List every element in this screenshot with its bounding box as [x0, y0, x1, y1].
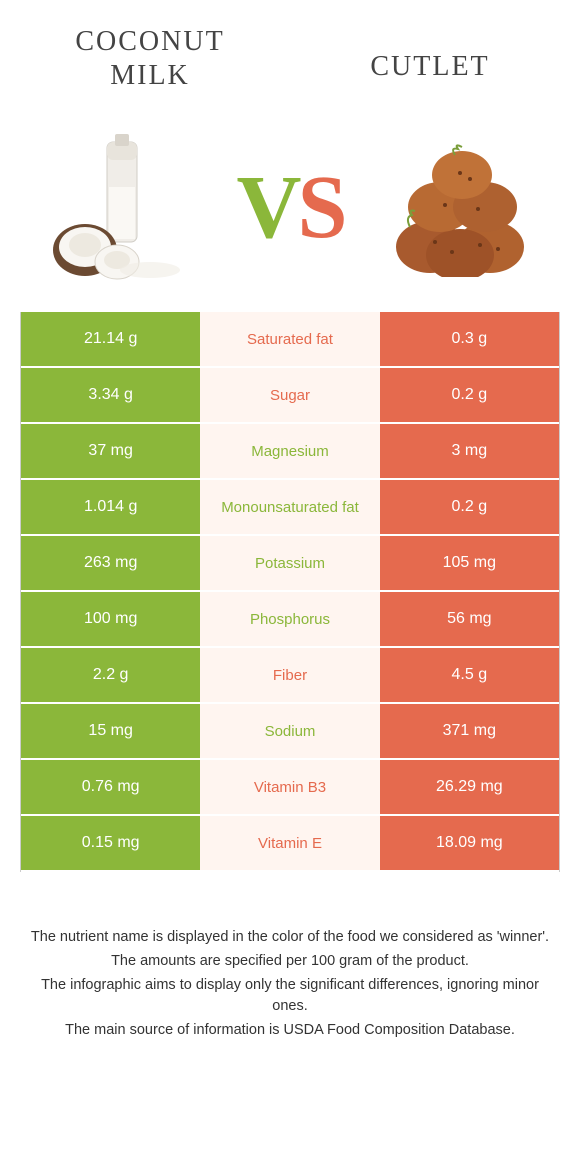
nutrient-label: Vitamin B3	[200, 760, 379, 816]
left-value: 100 mg	[21, 592, 200, 648]
left-value: 15 mg	[21, 704, 200, 760]
footnote-line: The nutrient name is displayed in the co…	[30, 927, 550, 949]
nutrient-label: Sugar	[200, 368, 379, 424]
right-value: 26.29 mg	[380, 760, 559, 816]
left-value: 0.15 mg	[21, 816, 200, 872]
left-value: 1.014 g	[21, 480, 200, 536]
right-value: 0.2 g	[380, 368, 559, 424]
right-value: 56 mg	[380, 592, 559, 648]
table-row: 1.014 gMonounsaturated fat0.2 g	[21, 480, 559, 536]
header: Coconut milk Cutlet	[0, 0, 580, 102]
nutrient-label: Fiber	[200, 648, 379, 704]
footnote-line: The amounts are specified per 100 gram o…	[30, 951, 550, 973]
comparison-table: 21.14 gSaturated fat0.3 g3.34 gSugar0.2 …	[20, 312, 560, 872]
table-row: 3.34 gSugar0.2 g	[21, 368, 559, 424]
left-value: 37 mg	[21, 424, 200, 480]
nutrient-label: Saturated fat	[200, 312, 379, 368]
left-value: 0.76 mg	[21, 760, 200, 816]
table-row: 0.76 mgVitamin B326.29 mg	[21, 760, 559, 816]
table-row: 21.14 gSaturated fat0.3 g	[21, 312, 559, 368]
table-row: 15 mgSodium371 mg	[21, 704, 559, 760]
right-value: 105 mg	[380, 536, 559, 592]
nutrient-label: Vitamin E	[200, 816, 379, 872]
nutrient-label: Monounsaturated fat	[200, 480, 379, 536]
right-value: 0.2 g	[380, 480, 559, 536]
vs-v: V	[236, 158, 297, 257]
table-row: 2.2 gFiber4.5 g	[21, 648, 559, 704]
footnotes: The nutrient name is displayed in the co…	[0, 872, 580, 1042]
footnote-line: The main source of information is USDA F…	[30, 1020, 550, 1042]
nutrient-label: Potassium	[200, 536, 379, 592]
left-value: 21.14 g	[21, 312, 200, 368]
right-value: 3 mg	[380, 424, 559, 480]
footnote-line: The infographic aims to display only the…	[30, 975, 550, 1019]
vs-label: VS	[236, 156, 343, 259]
right-value: 4.5 g	[380, 648, 559, 704]
nutrient-label: Phosphorus	[200, 592, 379, 648]
right-value: 0.3 g	[380, 312, 559, 368]
left-value: 3.34 g	[21, 368, 200, 424]
left-food-title: Coconut milk	[60, 25, 240, 92]
nutrient-label: Sodium	[200, 704, 379, 760]
table-row: 100 mgPhosphorus56 mg	[21, 592, 559, 648]
right-value: 18.09 mg	[380, 816, 559, 872]
table-row: 0.15 mgVitamin E18.09 mg	[21, 816, 559, 872]
left-value: 2.2 g	[21, 648, 200, 704]
left-value: 263 mg	[21, 536, 200, 592]
coconut-milk-image	[40, 127, 200, 287]
right-value: 371 mg	[380, 704, 559, 760]
cutlet-image	[380, 127, 540, 287]
images-row: VS	[0, 102, 580, 312]
right-food-title: Cutlet	[340, 50, 520, 84]
nutrient-label: Magnesium	[200, 424, 379, 480]
vs-s: S	[297, 158, 343, 257]
table-row: 37 mgMagnesium3 mg	[21, 424, 559, 480]
table-row: 263 mgPotassium105 mg	[21, 536, 559, 592]
